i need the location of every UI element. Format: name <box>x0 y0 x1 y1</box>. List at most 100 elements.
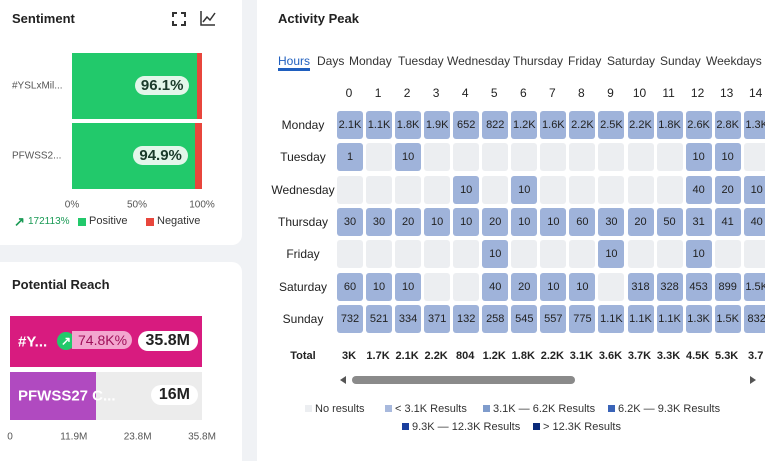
tab[interactable]: Monday <box>349 54 392 68</box>
x-tick-label: 35.8M <box>188 431 216 443</box>
scroll-left[interactable] <box>338 375 348 385</box>
legend-swatch <box>305 405 312 412</box>
scroll-thumb[interactable] <box>352 376 575 384</box>
tab[interactable]: Hours <box>278 54 311 68</box>
x-tick-label: 11.9M <box>60 431 88 443</box>
heat-cell: 50 <box>656 207 683 236</box>
heat-cell: 20 <box>714 175 741 204</box>
tab[interactable]: Friday <box>568 54 602 68</box>
column-header: 8 <box>578 86 585 100</box>
row-label: Saturday <box>278 279 328 294</box>
heat-cell: 1.2K <box>511 111 538 139</box>
heat-cell <box>337 175 363 204</box>
heat-cell: 10 <box>395 143 422 172</box>
tab[interactable]: Thursday <box>513 54 564 68</box>
percent-pill: 94.9% <box>133 146 188 165</box>
heat-cell <box>743 240 765 269</box>
heat-cell: 60 <box>569 207 596 236</box>
reach-bar <box>10 372 96 420</box>
tab[interactable]: Wednesday <box>447 54 511 68</box>
x-tick-label: 0 <box>7 431 13 443</box>
heat-cell: 10 <box>511 207 538 236</box>
legend-label: < 3.1K Results <box>395 403 467 415</box>
heat-cell <box>482 175 509 204</box>
heat-cell <box>337 240 363 269</box>
heat-cell <box>366 143 393 172</box>
heat-cell: 521 <box>366 304 393 333</box>
heat-cell <box>395 240 422 269</box>
heat-cell <box>540 143 567 172</box>
heat-cell: 832 <box>743 304 765 333</box>
value-pill: 16M <box>150 385 198 405</box>
total-cell: 3.1K <box>569 350 594 362</box>
column-header: 1 <box>374 86 382 100</box>
heat-cell: 1.8K <box>395 111 422 139</box>
chart-icon[interactable] <box>200 10 216 26</box>
total-cell: 3.7K <box>627 350 652 362</box>
tab[interactable]: Sunday <box>660 54 701 68</box>
column-header: 5 <box>490 86 498 100</box>
row-label: Thursday <box>277 214 329 229</box>
expand-icon[interactable] <box>171 11 187 27</box>
heat-cell: 30 <box>337 207 363 236</box>
heat-cell: 334 <box>395 304 422 333</box>
heat-cell: 1.6K <box>540 111 567 139</box>
legend-label: 9.3K — 12.3K Results <box>412 421 521 433</box>
total-cell: 1.7K <box>366 350 390 362</box>
heat-cell: 1.5K <box>714 304 741 333</box>
legend-label: No results <box>315 403 365 415</box>
heat-cell <box>569 240 596 269</box>
column-header: 2 <box>403 86 411 100</box>
heat-cell: 30 <box>366 207 393 236</box>
heat-cell <box>656 240 683 269</box>
column-header: 13 <box>719 86 734 100</box>
heat-cell <box>743 143 765 172</box>
heat-cell <box>424 175 451 204</box>
row-label: PFWSS2... <box>12 150 62 162</box>
heat-cell: 10 <box>540 207 567 236</box>
total-cell: 4.5K <box>685 350 710 362</box>
heat-cell <box>424 143 451 172</box>
x-tick-label: 23.8M <box>123 431 152 443</box>
heat-cell <box>540 240 567 269</box>
heat-cell: 40 <box>685 175 712 204</box>
growth-arrow: ↗ <box>14 214 25 229</box>
tab[interactable]: Tuesday <box>398 54 444 68</box>
heat-cell: 258 <box>482 304 509 333</box>
value-pill: 35.8M <box>137 330 198 351</box>
column-header: 9 <box>607 86 614 100</box>
x-tick-label: 50% <box>126 199 148 211</box>
tabs: Hours Days Monday Tuesday Wednesday Thursday F… <box>278 54 762 68</box>
column-header: 6 <box>519 86 527 100</box>
heat-cell: 318 <box>627 272 654 301</box>
heat-cell: 453 <box>685 272 712 301</box>
heat-cell: 10 <box>395 272 422 301</box>
tab[interactable]: Weekdays <box>706 54 762 68</box>
scroll-right[interactable] <box>748 375 758 385</box>
legend-label: > 12.3K Results <box>543 421 621 433</box>
tab[interactable]: Days <box>317 54 345 68</box>
heat-cell: 10 <box>685 240 712 269</box>
heat-cell: 10 <box>685 143 712 172</box>
heat-cell: 10 <box>482 240 509 269</box>
growth: 172113% <box>28 216 70 227</box>
heat-cell: 20 <box>482 207 509 236</box>
heat-cell: 2.2K <box>627 111 654 139</box>
heat-cell <box>569 143 596 172</box>
heat-cell <box>540 175 567 204</box>
row-label: #YSLxMil... <box>12 80 63 92</box>
heat-cell: 10 <box>453 207 480 236</box>
heat-cell: 40 <box>482 272 509 301</box>
legend-swatch <box>533 423 540 430</box>
heat-cell <box>366 240 393 269</box>
heat-cell <box>453 272 480 301</box>
tab[interactable]: Saturday <box>607 54 656 68</box>
heat-cell: 822 <box>482 111 509 139</box>
percent-pill: 96.1% <box>134 76 190 95</box>
total-cell: 1.8K <box>511 350 535 362</box>
heat-cell: 10 <box>743 175 765 204</box>
column-header: 4 <box>461 86 469 100</box>
total-cell: 2.2K <box>424 350 448 362</box>
heat-cell <box>569 175 596 204</box>
